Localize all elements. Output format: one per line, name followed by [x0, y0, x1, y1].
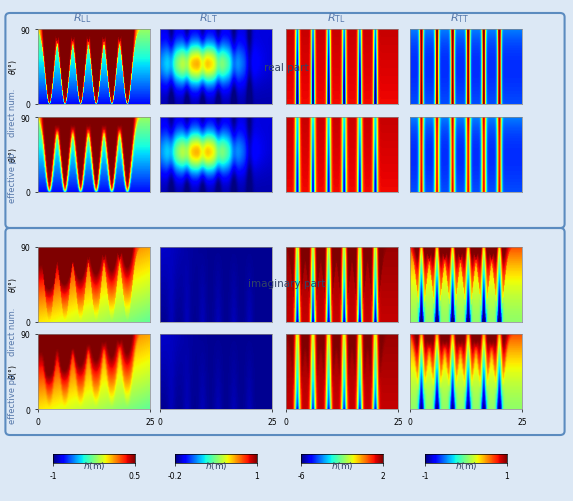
- Text: real part: real part: [264, 63, 309, 73]
- Y-axis label: $\theta$(°): $\theta$(°): [7, 147, 19, 163]
- Y-axis label: $\theta$(°): $\theta$(°): [7, 277, 19, 293]
- Y-axis label: $\theta$(°): $\theta$(°): [7, 60, 19, 75]
- Y-axis label: $\theta$(°): $\theta$(°): [7, 364, 19, 380]
- Text: $R_{\mathrm{LL}}$: $R_{\mathrm{LL}}$: [73, 12, 91, 25]
- Text: $R_{\mathrm{TT}}$: $R_{\mathrm{TT}}$: [450, 12, 470, 25]
- Text: effective pb: effective pb: [8, 153, 17, 203]
- Text: $h$(m): $h$(m): [331, 459, 354, 471]
- Text: $R_{\mathrm{TL}}$: $R_{\mathrm{TL}}$: [327, 12, 346, 25]
- Text: direct num.: direct num.: [8, 307, 17, 355]
- Text: $R_{\mathrm{LT}}$: $R_{\mathrm{LT}}$: [199, 12, 217, 25]
- Text: $h$(m): $h$(m): [83, 459, 105, 471]
- Text: direct num.: direct num.: [8, 89, 17, 137]
- Text: imaginary part: imaginary part: [248, 278, 325, 288]
- Text: effective pb: effective pb: [8, 373, 17, 423]
- Text: $h$(m): $h$(m): [454, 459, 477, 471]
- Text: $h$(m): $h$(m): [205, 459, 227, 471]
